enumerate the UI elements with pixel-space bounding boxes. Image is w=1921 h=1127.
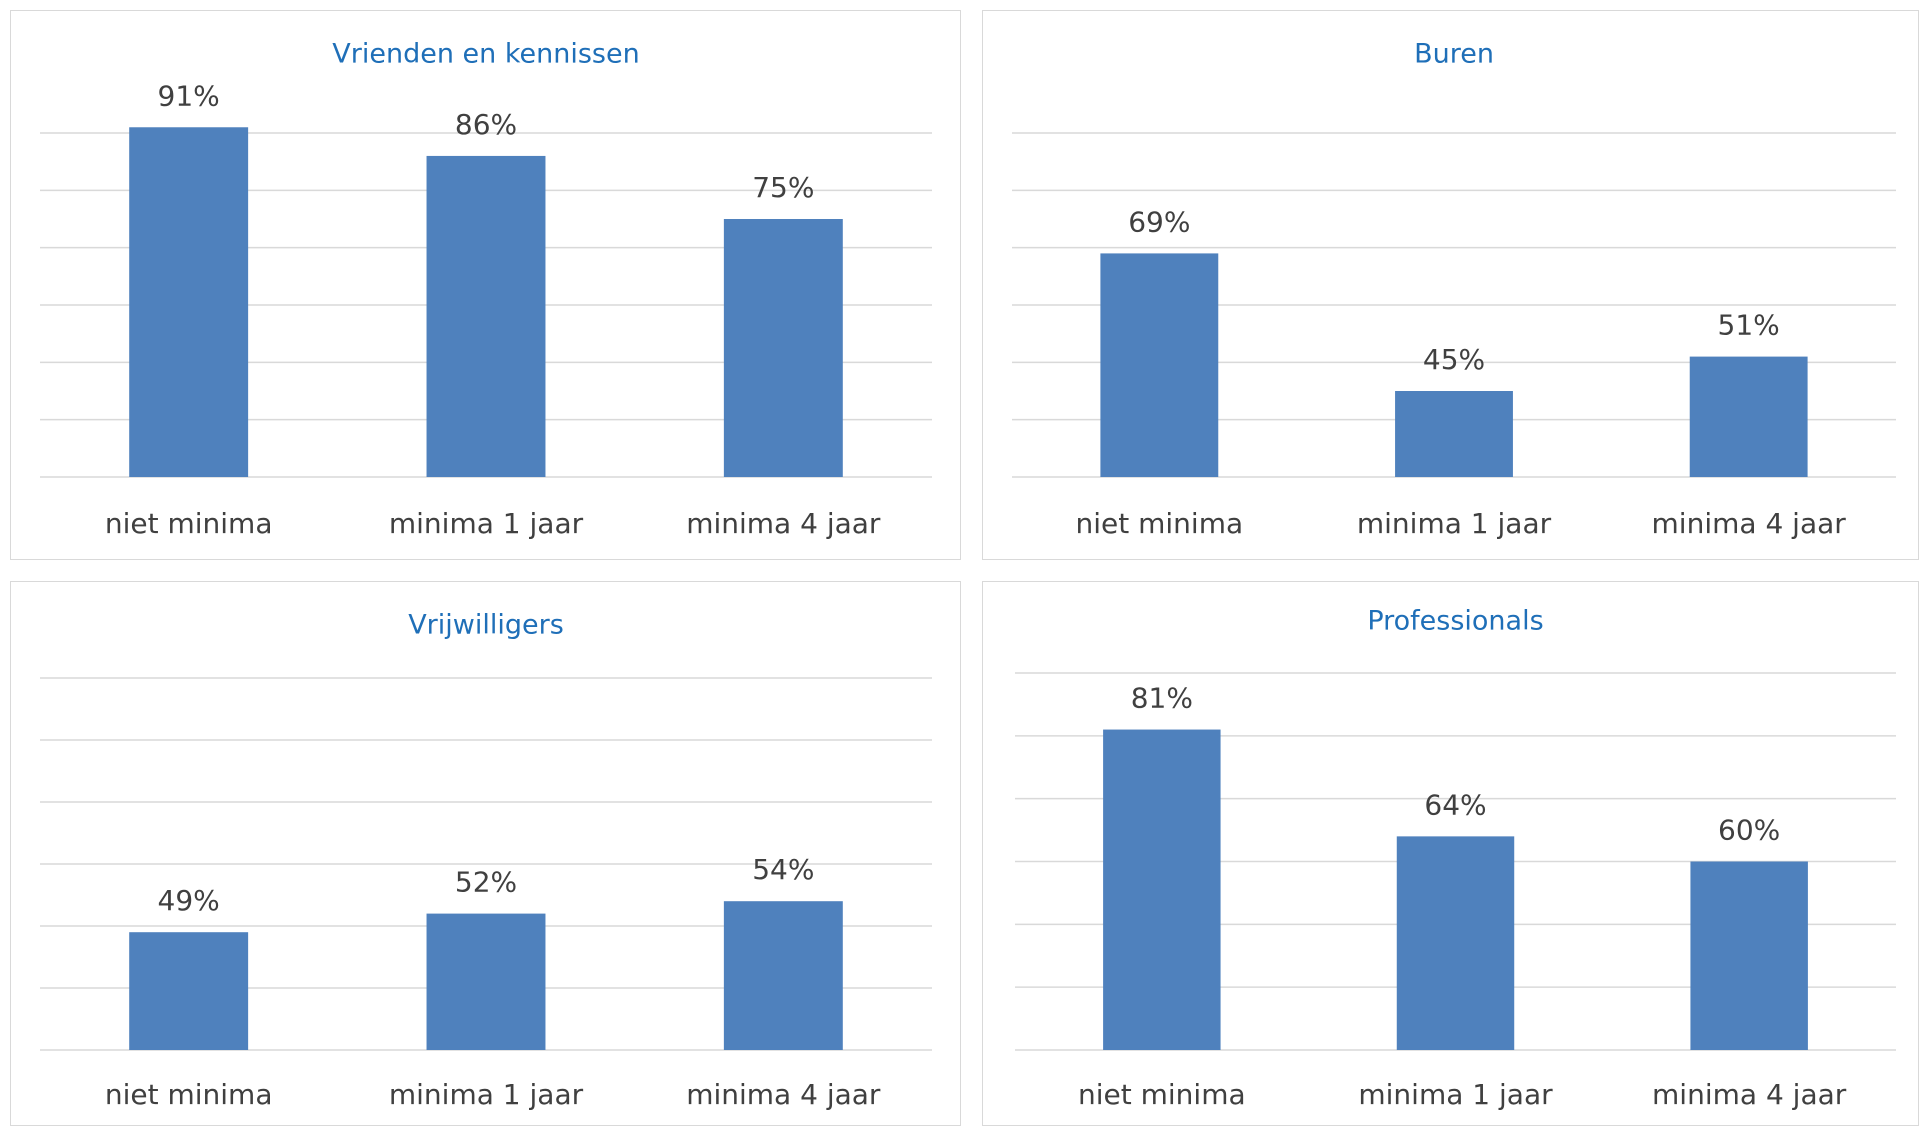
bar bbox=[129, 127, 249, 478]
value-label: 91% bbox=[158, 79, 220, 112]
chart: Vrienden en kennissen 91% niet minima 86% mi… bbox=[40, 39, 932, 540]
x-tick-label: niet minima bbox=[105, 1078, 273, 1111]
bar bbox=[1396, 836, 1515, 1050]
value-label: 49% bbox=[158, 884, 220, 917]
x-tick-label: minima 1 jaar bbox=[389, 507, 584, 540]
chart-panel: Vrijwilligers 49% niet minima 52% minima 1 j… bbox=[10, 581, 961, 1126]
x-tick-label: minima 1 jaar bbox=[389, 1078, 584, 1111]
chart-title: Professionals bbox=[1367, 606, 1543, 637]
x-tick-label: minima 4 jaar bbox=[1652, 1078, 1847, 1111]
bar bbox=[1100, 253, 1219, 477]
chart: Buren 69% niet minima 45% minima 1 jaar 51% mi… bbox=[1012, 39, 1896, 540]
x-tick-label: niet minima bbox=[1076, 507, 1244, 540]
chart-title: Buren bbox=[1414, 39, 1494, 70]
value-label: 75% bbox=[752, 171, 814, 204]
bar bbox=[1690, 861, 1808, 1050]
value-label: 60% bbox=[1718, 814, 1780, 847]
chart-title: Vrijwilligers bbox=[408, 610, 564, 641]
value-label: 54% bbox=[752, 853, 814, 886]
chart: Vrijwilligers 49% niet minima 52% minima 1 j… bbox=[40, 610, 932, 1111]
bar bbox=[129, 932, 249, 1050]
x-tick-label: minima 1 jaar bbox=[1357, 507, 1552, 540]
value-label: 64% bbox=[1424, 788, 1486, 821]
chart-title: Vrienden en kennissen bbox=[332, 39, 639, 70]
value-label: 69% bbox=[1128, 205, 1190, 238]
bar bbox=[723, 901, 843, 1050]
x-tick-label: niet minima bbox=[1078, 1078, 1246, 1111]
value-label: 52% bbox=[455, 866, 517, 899]
bar bbox=[426, 155, 546, 477]
x-tick-label: minima 1 jaar bbox=[1358, 1078, 1553, 1111]
x-tick-label: minima 4 jaar bbox=[1652, 507, 1847, 540]
bar bbox=[426, 913, 546, 1050]
chart: Professionals 81% niet minima 64% minima 1 j… bbox=[1015, 606, 1896, 1111]
x-tick-label: minima 4 jaar bbox=[686, 507, 881, 540]
bar bbox=[1689, 356, 1808, 477]
chart-panel: Vrienden en kennissen 91% niet minima 86% mi… bbox=[10, 10, 961, 560]
x-tick-label: niet minima bbox=[105, 507, 273, 540]
bar bbox=[1395, 391, 1513, 477]
chart-panel: Buren 69% niet minima 45% minima 1 jaar 51% mi… bbox=[982, 10, 1919, 560]
value-label: 81% bbox=[1131, 682, 1193, 715]
chart-panel: Professionals 81% niet minima 64% minima 1 j… bbox=[982, 581, 1919, 1126]
x-tick-label: minima 4 jaar bbox=[686, 1078, 881, 1111]
value-label: 51% bbox=[1718, 309, 1780, 342]
value-label: 86% bbox=[455, 108, 517, 141]
bar bbox=[723, 219, 843, 477]
bar bbox=[1103, 729, 1221, 1050]
value-label: 45% bbox=[1423, 343, 1485, 376]
